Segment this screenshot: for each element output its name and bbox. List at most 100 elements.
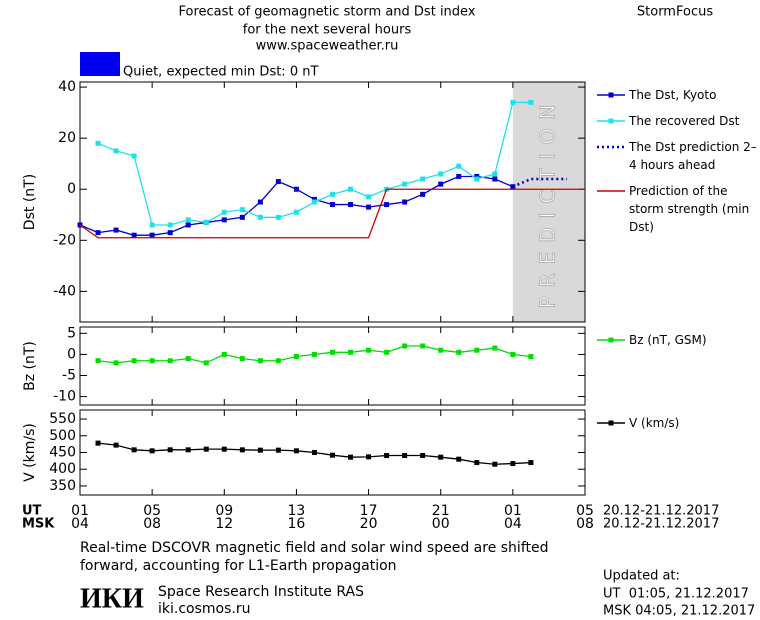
data-point	[113, 148, 119, 154]
data-point	[528, 460, 534, 466]
data-point	[510, 461, 516, 467]
data-point	[330, 452, 335, 458]
data-point	[131, 232, 137, 238]
data-point	[293, 186, 299, 192]
data-point	[293, 354, 299, 360]
legend-label: The Dst prediction 2–4 hours ahead	[629, 140, 757, 172]
data-point	[113, 442, 119, 448]
data-point	[420, 343, 426, 349]
y-axis-label: V (km/s)	[22, 423, 38, 482]
data-point	[311, 199, 317, 205]
y-tick-label: -5	[62, 367, 76, 383]
x-tick-label-msk: 04	[71, 516, 89, 532]
legend-label: Prediction of the storm strength (min Ds…	[629, 184, 750, 234]
data-point	[293, 209, 299, 215]
data-point	[185, 447, 191, 453]
data-point	[275, 179, 281, 185]
data-point	[131, 153, 137, 159]
data-point	[348, 202, 354, 208]
legend-label: V (km/s)	[629, 416, 680, 430]
title-line: Forecast of geomagnetic storm and Dst in…	[178, 5, 475, 20]
data-point	[203, 219, 209, 225]
data-point	[474, 173, 480, 179]
data-point	[438, 454, 444, 460]
data-point	[492, 176, 498, 182]
y-tick-label: 500	[49, 428, 76, 444]
data-point	[528, 354, 534, 360]
data-point	[239, 207, 245, 213]
data-point	[456, 173, 462, 179]
y-tick-label: 400	[49, 461, 76, 477]
data-point	[185, 222, 191, 228]
data-point	[149, 358, 155, 364]
y-tick-label: 40	[58, 79, 76, 95]
data-point	[257, 358, 263, 364]
data-point	[275, 447, 281, 453]
data-point	[221, 217, 227, 223]
data-point	[311, 351, 317, 357]
data-point	[366, 194, 372, 200]
data-point	[366, 204, 372, 210]
legend-marker	[608, 337, 614, 343]
x-tick-label-msk: 08	[143, 516, 161, 532]
y-tick-label: 5	[67, 325, 76, 341]
data-point	[474, 460, 480, 466]
y-tick-label: 20	[58, 130, 76, 146]
data-point	[293, 448, 299, 454]
plot-frame	[79, 326, 586, 406]
data-point	[167, 358, 173, 364]
series-line	[79, 175, 514, 236]
data-point	[131, 447, 137, 453]
ut-label: UT	[22, 504, 42, 519]
data-point	[167, 230, 173, 236]
data-point	[456, 456, 462, 462]
x-tick-label: 13	[288, 503, 306, 519]
x-tick-label-msk: 08	[576, 516, 594, 532]
data-point	[185, 217, 191, 223]
data-point	[221, 209, 227, 215]
data-point	[239, 447, 245, 453]
plot-frame	[79, 81, 586, 323]
data-point	[275, 358, 281, 364]
data-point	[456, 163, 462, 169]
y-tick-label: 0	[67, 181, 76, 197]
data-point	[366, 347, 372, 353]
data-point	[185, 356, 191, 362]
data-point	[203, 446, 209, 452]
data-point	[257, 447, 263, 453]
y-axis-label: Bz (nT)	[22, 341, 38, 391]
x-tick-label: 01	[71, 503, 89, 519]
data-point	[510, 351, 516, 357]
series-line	[97, 101, 531, 226]
data-point	[348, 186, 354, 192]
data-point	[330, 349, 335, 355]
data-point	[492, 345, 498, 351]
y-tick-label: 550	[49, 411, 76, 427]
data-point	[438, 181, 444, 187]
y-tick-label: 450	[49, 445, 76, 461]
data-point	[167, 447, 173, 453]
y-axis-label: Dst (nT)	[22, 174, 38, 230]
data-point	[239, 214, 245, 220]
x-tick-label: 01	[504, 503, 522, 519]
data-point	[167, 222, 173, 228]
data-point	[95, 230, 101, 236]
data-point	[474, 176, 480, 182]
status-box	[80, 52, 120, 76]
data-point	[149, 232, 155, 238]
data-point	[402, 199, 408, 205]
prediction-band	[512, 82, 585, 322]
y-tick-label: 350	[49, 478, 76, 494]
data-point	[474, 347, 480, 353]
title-line: for the next several hours	[243, 23, 412, 38]
data-point	[528, 99, 534, 105]
legend-marker	[608, 118, 614, 124]
data-point	[384, 202, 390, 208]
data-point	[275, 214, 281, 220]
y-tick-label: -10	[53, 389, 76, 405]
series-line	[79, 188, 585, 239]
logo: ИКИ	[80, 583, 144, 614]
data-point	[402, 181, 408, 187]
x-tick-label: 05	[576, 503, 594, 519]
y-tick-label: -20	[53, 232, 76, 248]
